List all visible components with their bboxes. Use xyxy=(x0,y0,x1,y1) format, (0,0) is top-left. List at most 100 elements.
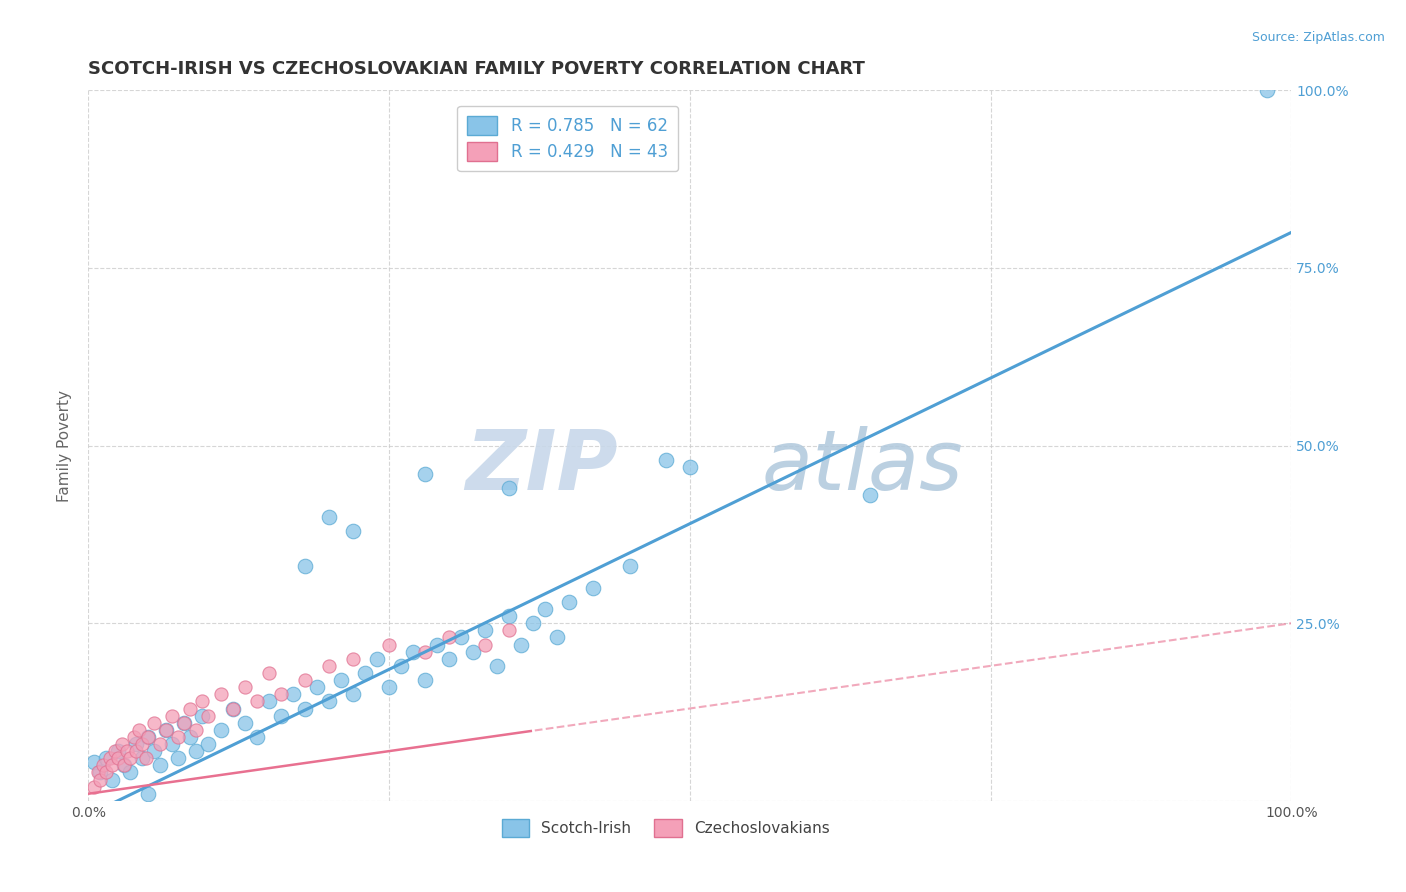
Point xyxy=(197,737,219,751)
Point xyxy=(98,751,121,765)
Point xyxy=(342,652,364,666)
Y-axis label: Family Poverty: Family Poverty xyxy=(58,390,72,501)
Point xyxy=(246,694,269,708)
Point xyxy=(221,701,243,715)
Point xyxy=(173,715,195,730)
Point xyxy=(173,715,195,730)
Point xyxy=(91,758,114,772)
Point xyxy=(149,758,172,772)
Point xyxy=(167,751,190,765)
Point xyxy=(120,765,142,780)
Text: ZIP: ZIP xyxy=(465,426,617,508)
Point xyxy=(413,467,436,481)
Point xyxy=(402,645,425,659)
Legend: Scotch-Irish, Czechoslovakians: Scotch-Irish, Czechoslovakians xyxy=(495,814,835,843)
Point xyxy=(679,459,702,474)
Point xyxy=(437,631,460,645)
Point xyxy=(294,559,316,574)
Point xyxy=(510,638,533,652)
Point xyxy=(329,673,352,687)
Point xyxy=(257,694,280,708)
Point xyxy=(426,638,449,652)
Point xyxy=(450,631,472,645)
Point xyxy=(294,673,316,687)
Point xyxy=(107,751,129,765)
Point xyxy=(155,723,177,737)
Point xyxy=(186,723,208,737)
Point xyxy=(89,765,111,780)
Point xyxy=(143,715,166,730)
Point xyxy=(366,652,388,666)
Point xyxy=(125,744,148,758)
Point xyxy=(281,687,304,701)
Point xyxy=(107,744,129,758)
Point xyxy=(534,602,557,616)
Point xyxy=(101,758,124,772)
Point xyxy=(294,701,316,715)
Point xyxy=(413,673,436,687)
Point xyxy=(437,652,460,666)
Point xyxy=(101,772,124,787)
Point xyxy=(115,744,138,758)
Point xyxy=(654,452,676,467)
Point xyxy=(378,680,401,694)
Point xyxy=(558,595,581,609)
Point xyxy=(128,723,150,737)
Point xyxy=(498,609,520,624)
Point xyxy=(342,524,364,538)
Point xyxy=(167,730,190,744)
Point xyxy=(104,744,127,758)
Point xyxy=(221,701,243,715)
Point xyxy=(96,765,118,780)
Point xyxy=(546,631,568,645)
Point xyxy=(122,730,145,744)
Point xyxy=(498,481,520,495)
Point xyxy=(619,559,641,574)
Point xyxy=(143,744,166,758)
Point xyxy=(486,658,509,673)
Point xyxy=(209,723,232,737)
Point xyxy=(389,658,412,673)
Point xyxy=(233,680,256,694)
Point xyxy=(136,730,159,744)
Point xyxy=(179,730,201,744)
Text: SCOTCH-IRISH VS CZECHOSLOVAKIAN FAMILY POVERTY CORRELATION CHART: SCOTCH-IRISH VS CZECHOSLOVAKIAN FAMILY P… xyxy=(89,60,865,78)
Point xyxy=(318,509,340,524)
Point xyxy=(162,708,184,723)
Point xyxy=(522,616,544,631)
Point xyxy=(131,737,153,751)
Point xyxy=(155,723,177,737)
Point xyxy=(270,708,292,723)
Point xyxy=(413,645,436,659)
Point xyxy=(96,751,118,765)
Point xyxy=(318,694,340,708)
Point xyxy=(186,744,208,758)
Point xyxy=(498,624,520,638)
Point xyxy=(378,638,401,652)
Point xyxy=(859,488,882,502)
Point xyxy=(305,680,328,694)
Text: atlas: atlas xyxy=(762,426,963,508)
Point xyxy=(257,665,280,680)
Point xyxy=(1256,83,1278,97)
Point xyxy=(246,730,269,744)
Point xyxy=(474,638,496,652)
Point xyxy=(136,730,159,744)
Point xyxy=(112,758,135,772)
Point xyxy=(354,665,377,680)
Text: Source: ZipAtlas.com: Source: ZipAtlas.com xyxy=(1251,31,1385,45)
Point xyxy=(463,645,485,659)
Point xyxy=(83,755,105,769)
Point xyxy=(111,737,134,751)
Point xyxy=(191,694,214,708)
Point xyxy=(131,751,153,765)
Point xyxy=(149,737,172,751)
Point xyxy=(318,658,340,673)
Point xyxy=(136,787,159,801)
Point xyxy=(209,687,232,701)
Point xyxy=(112,758,135,772)
Point xyxy=(582,581,605,595)
Point xyxy=(342,687,364,701)
Point xyxy=(474,624,496,638)
Point xyxy=(162,737,184,751)
